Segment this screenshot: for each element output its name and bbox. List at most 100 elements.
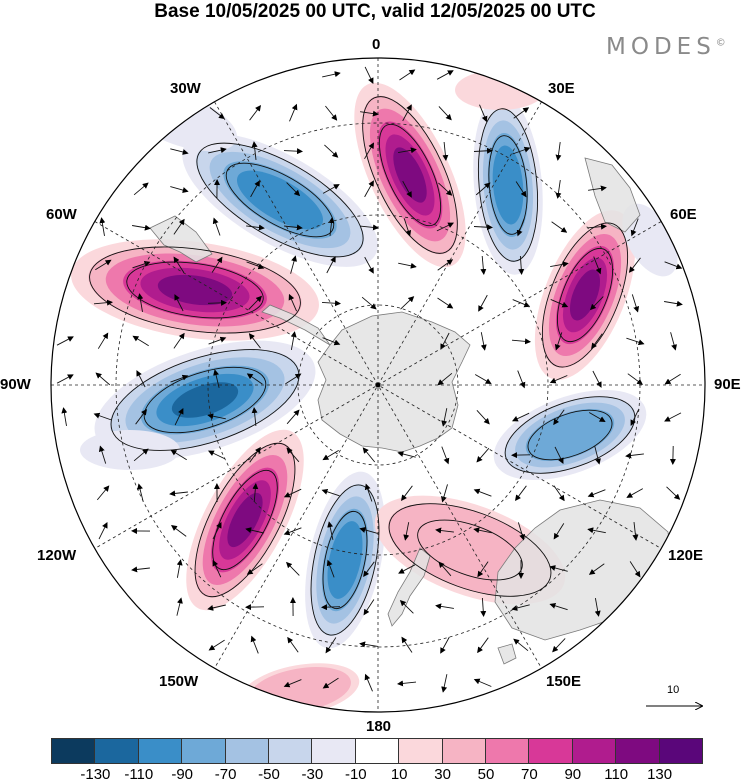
wind-arrow: [246, 261, 265, 270]
wind-arrow: [479, 104, 488, 123]
wind-arrow: [170, 449, 187, 461]
wind-arrow: [248, 333, 261, 349]
wind-arrow: [248, 295, 262, 310]
lon-label-60e: 60E: [670, 206, 697, 223]
wind-arrow: [626, 488, 644, 498]
anomaly-contour: [492, 145, 524, 225]
wind-arrow: [511, 338, 531, 345]
tasmania-land: [497, 643, 517, 665]
wind-arrow: [324, 144, 339, 158]
south-america-land: [149, 215, 213, 263]
antarctic-peninsula-land: [261, 304, 331, 346]
wind-arrow: [93, 299, 113, 306]
wind-arrow: [212, 522, 222, 540]
wind-arrow: [477, 637, 489, 654]
wind-arrow: [629, 561, 641, 578]
wind-arrow: [283, 527, 302, 536]
wind-arrow: [513, 107, 530, 119]
wind-arrow: [514, 485, 527, 502]
wind-arrow: [286, 447, 300, 463]
wind-arrow: [593, 256, 602, 275]
anomaly-contour: [227, 492, 263, 548]
wind-arrow: [98, 522, 108, 540]
colorbar-tick-label: 50: [477, 766, 495, 783]
wind-arrow: [136, 370, 146, 388]
colorbar-tick-label: 30: [434, 766, 451, 783]
wind-arrow: [361, 296, 377, 310]
wind-arrow: [169, 490, 188, 497]
wind-arrow: [250, 180, 260, 198]
wind-arrow: [440, 636, 450, 654]
wind-arrow: [208, 147, 227, 154]
brand-name: MODES: [606, 34, 716, 60]
wind-arrow: [435, 527, 454, 534]
wind-arrow: [93, 412, 112, 421]
wind-arrow: [364, 66, 374, 85]
wind-arrow: [670, 332, 677, 351]
anomaly-contour: [455, 70, 545, 110]
wind-arrow: [401, 485, 413, 502]
wind-arrow: [131, 566, 150, 573]
wind-arrow: [363, 561, 375, 578]
colorbar-swatch: [571, 738, 617, 764]
wind-arrow: [288, 293, 298, 312]
wind-arrow: [517, 522, 526, 541]
wind-arrow: [628, 257, 641, 273]
wind-arrow: [290, 255, 297, 274]
graticule: [51, 58, 705, 712]
wind-arrow: [212, 559, 222, 578]
colorbar-swatch: [658, 738, 704, 764]
wind-arrow: [592, 370, 602, 388]
wind-arrow: [283, 488, 302, 498]
colorbar-swatch: [615, 738, 660, 764]
colorbar-swatch: [354, 738, 400, 764]
wind-arrow: [287, 636, 299, 653]
colorbar-swatch: [181, 738, 226, 764]
wind-arrow: [56, 336, 74, 346]
wind-arrow: [398, 262, 417, 269]
lon-label-30w: 30W: [170, 80, 201, 97]
wind-arrow: [99, 217, 106, 236]
wind-arrow: [476, 409, 490, 425]
wind-arrow: [438, 182, 453, 196]
wind-arrow: [208, 639, 225, 651]
wind-arrow: [322, 677, 339, 689]
colorbar-tick-label: -130: [80, 766, 111, 783]
wind-arrow: [627, 373, 644, 385]
wind-arrow: [402, 180, 412, 198]
wind-arrow: [591, 333, 603, 350]
wind-arrow: [252, 483, 259, 503]
colorbar-tick-label: 10: [390, 766, 408, 783]
chart-title: Base 10/05/2025 00 UTC, valid 12/05/2025…: [154, 1, 596, 22]
streamline: [527, 409, 613, 461]
wind-arrow: [61, 407, 68, 426]
wind-arrow: [283, 679, 302, 688]
wind-arrow: [588, 185, 607, 192]
wind-arrow: [516, 218, 525, 237]
anomaly-contour: [171, 382, 239, 418]
streamline: [417, 519, 523, 581]
wind-arrow: [207, 413, 226, 420]
wind-arrow: [251, 407, 258, 427]
wind-arrow: [397, 451, 416, 458]
lon-label-90w: 90W: [0, 376, 31, 393]
wind-arrow: [436, 222, 455, 232]
lon-label-180: 180: [366, 718, 392, 735]
wind-arrow: [512, 146, 531, 155]
wind-arrow: [322, 71, 341, 78]
wind-arrow: [474, 374, 492, 384]
wind-arrow: [98, 445, 107, 464]
wind-arrow: [322, 450, 339, 461]
wind-arrow: [207, 299, 227, 306]
wind-arrow: [328, 217, 335, 236]
wind-arrow: [480, 255, 487, 275]
wind-arrow: [554, 332, 563, 351]
wind-arrow: [473, 678, 492, 687]
colorbar-tick-label: 90: [564, 766, 582, 783]
wind-arrow: [594, 446, 601, 465]
wind-arrow: [480, 597, 487, 617]
wind-arrow: [133, 448, 149, 462]
anomaly-contour: [327, 521, 363, 599]
wind-arrow: [95, 372, 111, 386]
brand-mark: ©: [715, 37, 726, 49]
